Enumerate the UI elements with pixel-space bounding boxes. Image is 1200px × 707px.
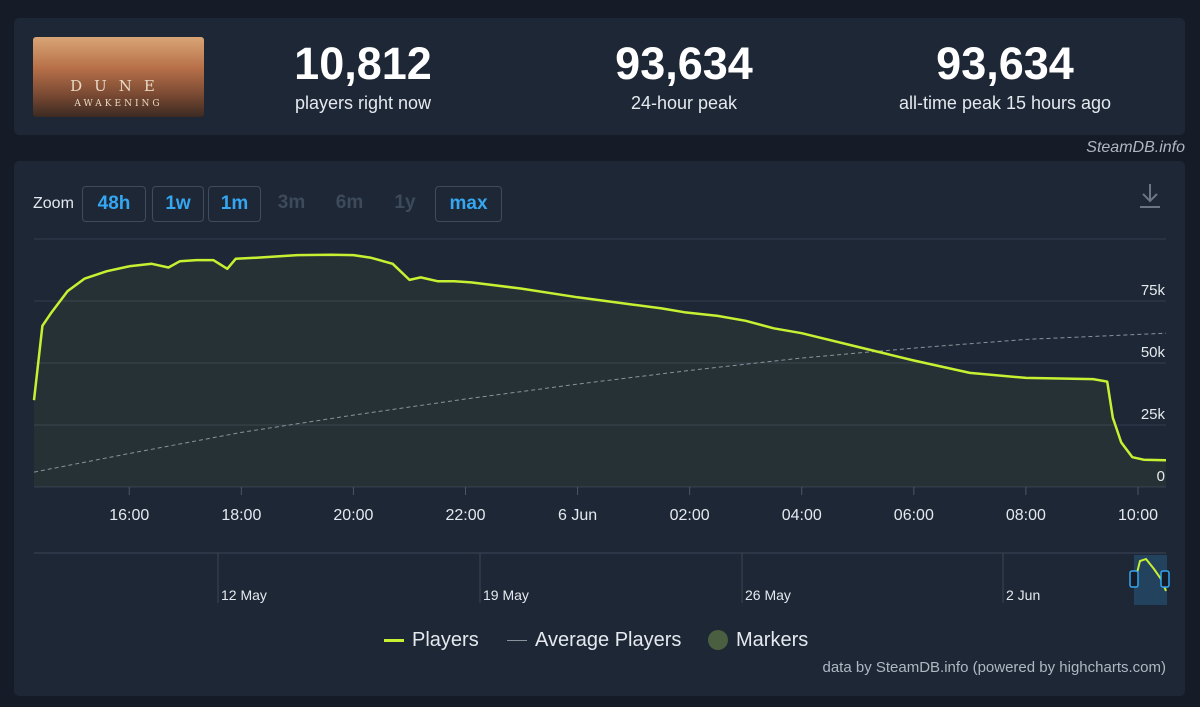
navigator-date-label: 26 May bbox=[745, 587, 791, 603]
banner-title: DUNE bbox=[70, 77, 167, 95]
x-tick-label: 02:00 bbox=[670, 507, 710, 524]
zoom-label: Zoom bbox=[33, 195, 74, 212]
stat-label: players right now bbox=[294, 93, 432, 113]
players-chart[interactable]: 16:00 18:00 20:00 22:00 6 Jun 02:00 04:00 06:00… bbox=[14, 161, 1185, 696]
stat-label: 24-hour peak bbox=[630, 93, 738, 113]
zoom-button-max[interactable]: max bbox=[435, 186, 502, 222]
y-tick-label: 50k bbox=[1141, 344, 1166, 361]
x-tick-label: 04:00 bbox=[782, 507, 822, 524]
average-legend-icon bbox=[507, 639, 527, 641]
stat-label: all-time peak 15 hours ago bbox=[898, 93, 1112, 113]
stat-all-time-peak: 93,634 all-time peak 15 hours ago bbox=[855, 40, 1155, 114]
legend-players-label: Players bbox=[412, 628, 479, 651]
x-tick-label: 16:00 bbox=[109, 507, 149, 524]
navigator-handle-left bbox=[1129, 570, 1139, 588]
x-tick-label: 22:00 bbox=[445, 507, 485, 524]
stat-current-players: 10,812 players right now bbox=[213, 40, 513, 114]
navigator: 12 May 19 May 26 May 2 Jun bbox=[34, 552, 1170, 605]
stat-24h-peak: 93,634 24-hour peak bbox=[534, 40, 834, 114]
y-tick-label: 25k bbox=[1141, 406, 1166, 423]
players-legend-icon bbox=[384, 638, 404, 642]
download-icon[interactable] bbox=[1136, 181, 1164, 211]
stat-value: 93,634 bbox=[936, 38, 1074, 89]
navigator-handle-right bbox=[1160, 570, 1170, 588]
banner-subtitle: AWAKENING bbox=[74, 99, 163, 109]
players-area bbox=[34, 254, 1166, 487]
legend-average-label: Average Players bbox=[535, 628, 682, 651]
x-axis: 16:00 18:00 20:00 22:00 6 Jun 02:00 04:00 06:00… bbox=[109, 487, 1158, 524]
legend-markers-label: Markers bbox=[736, 628, 809, 651]
x-tick-label: 6 Jun bbox=[558, 507, 597, 524]
legend-average-players[interactable]: Average Players bbox=[507, 628, 681, 652]
legend-players[interactable]: Players bbox=[384, 628, 479, 652]
zoom-button-1y[interactable]: 1y bbox=[394, 192, 416, 213]
average-players-line bbox=[33, 332, 1167, 473]
game-banner-image[interactable]: DUNE AWAKENING bbox=[33, 37, 204, 117]
zoom-button-1m[interactable]: 1m bbox=[208, 186, 261, 222]
y-axis: 0 25k 50k 75k bbox=[1141, 282, 1166, 485]
chart-panel: Zoom 48h 1w 1m 3m 6m 1y max 16:00 18:00 20… bbox=[14, 161, 1185, 696]
zoom-button-3m[interactable]: 3m bbox=[277, 192, 306, 213]
players-line bbox=[32, 253, 1167, 462]
x-tick-label: 20:00 bbox=[333, 507, 373, 524]
source-label: SteamDB.info bbox=[1086, 139, 1185, 156]
navigator-date-label: 19 May bbox=[483, 587, 529, 603]
x-tick-label: 06:00 bbox=[894, 507, 934, 524]
stat-value: 93,634 bbox=[615, 38, 753, 89]
stat-value: 10,812 bbox=[294, 38, 432, 89]
y-tick-label: 0 bbox=[1157, 468, 1165, 485]
navigator-date-label: 2 Jun bbox=[1006, 587, 1040, 603]
x-tick-label: 08:00 bbox=[1006, 507, 1046, 524]
zoom-button-48h[interactable]: 48h bbox=[82, 186, 146, 222]
navigator-date-label: 12 May bbox=[221, 587, 267, 603]
stats-panel: DUNE AWAKENING 10,812 players right now … bbox=[14, 18, 1185, 135]
zoom-button-6m[interactable]: 6m bbox=[335, 192, 364, 213]
y-tick-label: 75k bbox=[1141, 282, 1166, 299]
zoom-button-1w[interactable]: 1w bbox=[152, 186, 204, 222]
x-tick-label: 10:00 bbox=[1118, 507, 1158, 524]
legend-markers[interactable]: Markers bbox=[708, 628, 808, 652]
chart-credits[interactable]: data by SteamDB.info (powered by highcha… bbox=[822, 659, 1167, 676]
x-tick-label: 18:00 bbox=[221, 507, 261, 524]
markers-legend-icon bbox=[708, 630, 728, 650]
